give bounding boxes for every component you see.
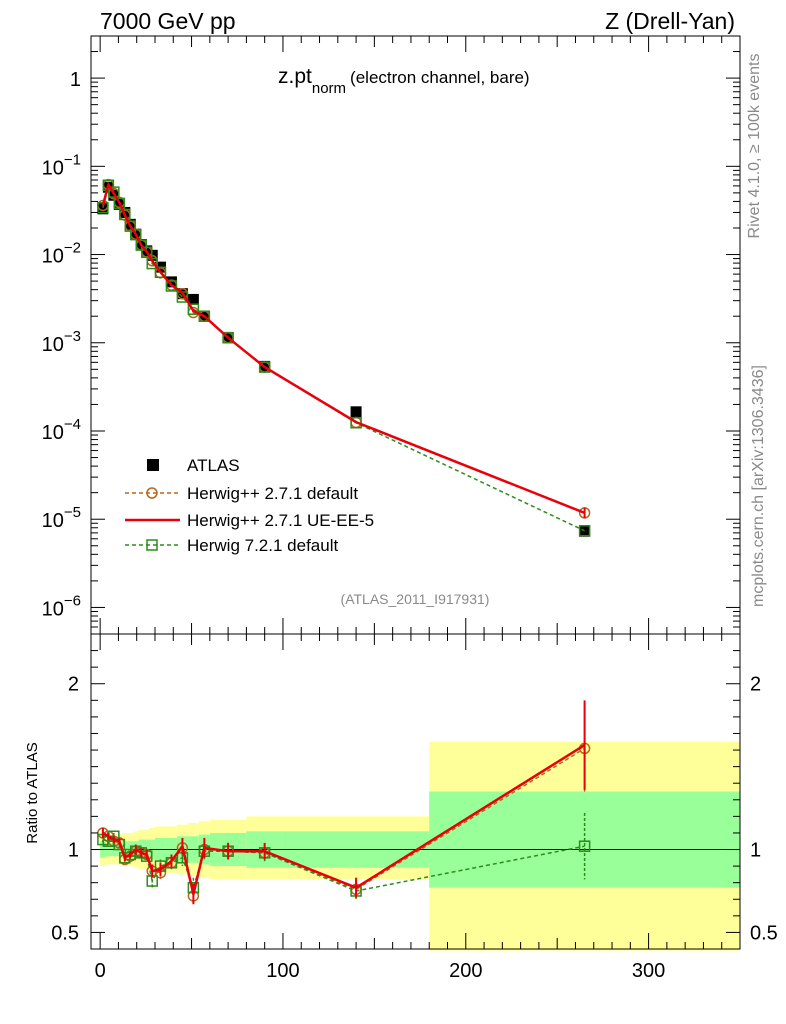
h721-point [141,246,153,259]
h721-point [187,303,200,315]
atlas-point [350,406,362,418]
y-tick-label: 10−1 [42,151,81,179]
header-right: Z (Drell-Yan) [605,8,735,34]
legend-h721-label: Herwig 7.2.1 default [187,536,338,555]
y-tick-label: 10−5 [42,504,81,532]
ratio-y-tick-label-right: 2 [750,674,761,696]
ratio-y-tick-label-left: 0.5 [51,922,79,944]
legend-atlas-marker [147,459,159,471]
mcplots-label: mcplots.cern.ch [arXiv:1306.3436] [750,365,767,607]
h721-point [222,331,234,344]
rivet-label: Rivet 4.1.0, ≥ 100k events [746,54,763,239]
tick-base: 10 [42,422,64,444]
x-tick-label: 300 [632,960,665,982]
tick-base: 10 [42,334,64,356]
tick-exp: −1 [64,151,81,168]
legend-ueee5-label: Herwig++ 2.7.1 UE-EE-5 [187,511,374,530]
h721-point [108,186,120,198]
header-left: 7000 GeV pp [100,8,236,34]
axes: 110−110−210−310−410−510−60.5 0.51 12 20 100 2… [42,35,778,982]
series-line [102,182,585,514]
y-tick-label: 10−4 [42,416,81,444]
x-tick-label: 200 [449,960,482,982]
h721-point [119,208,131,221]
ratio-y-tick-label-right: 1 [750,840,761,862]
h721-ratio-point [578,840,591,852]
ratio-ylabel: Ratio to ATLAS [24,742,41,843]
title-sub: norm [312,80,346,97]
atlas-point [165,276,177,288]
atlas-point [187,293,199,305]
tick-base: 10 [42,510,64,532]
y-tick-label: 1 [70,69,81,91]
legend-h271-label: Herwig++ 2.7.1 default [187,484,358,503]
y-tick-label: 10−6 [42,592,81,620]
tick-exp: −2 [64,240,81,257]
x-tick-label: 0 [95,960,106,982]
h721-point [165,280,178,292]
atlas-point [97,203,109,215]
title-rest: (electron channel, bare) [350,68,530,87]
tick-base: 10 [42,598,64,620]
tick-exp: −4 [64,416,81,433]
y-tick-label: 10−3 [42,328,81,356]
lower-frame [90,633,741,950]
legend-h271-marker [146,487,158,499]
legend-h721-marker [146,539,158,551]
tick-base: 10 [42,246,64,268]
series-line [102,183,585,532]
ratio-y-tick-label-right: 0.5 [750,922,778,944]
analysis-id: (ATLAS_2011_I917931) [341,591,490,607]
h721-point [198,310,211,322]
lower-panel [91,700,740,951]
h721-point [113,197,126,210]
h721-point [578,525,591,537]
y-tick-label: 10−2 [42,240,81,268]
title-main: z.pt [278,65,312,88]
h721-point [258,361,271,373]
ratio-y-tick-label-left: 2 [68,674,79,696]
legend-atlas-label: ATLAS [187,456,240,475]
x-tick-label: 100 [266,960,299,982]
h721-point [154,266,167,278]
plot-title: z.ptnorm(electron channel, bare) [278,65,530,97]
upper-panel [97,178,591,537]
atlas-point [579,525,591,537]
legend: ATLAS Herwig++ 2.7.1 default Herwig++ 2.… [125,456,374,555]
tick-exp: −3 [64,328,81,345]
ratio-y-tick-label-left: 1 [68,840,79,862]
series-line [101,181,586,515]
tick-exp: −6 [64,592,81,609]
tick-base: 10 [42,157,64,179]
tick-exp: −5 [64,504,81,521]
